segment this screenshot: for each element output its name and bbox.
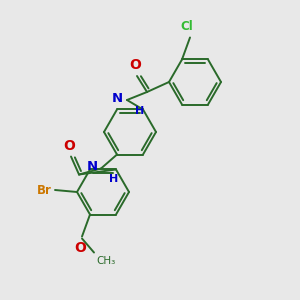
Text: N: N	[112, 92, 123, 104]
Text: N: N	[87, 160, 98, 173]
Text: Br: Br	[37, 184, 52, 196]
Text: O: O	[63, 139, 75, 152]
Text: O: O	[129, 58, 141, 72]
Text: Cl: Cl	[181, 20, 194, 34]
Text: O: O	[74, 241, 86, 254]
Text: CH₃: CH₃	[96, 256, 115, 266]
Text: H: H	[135, 106, 144, 116]
Text: H: H	[109, 173, 118, 184]
